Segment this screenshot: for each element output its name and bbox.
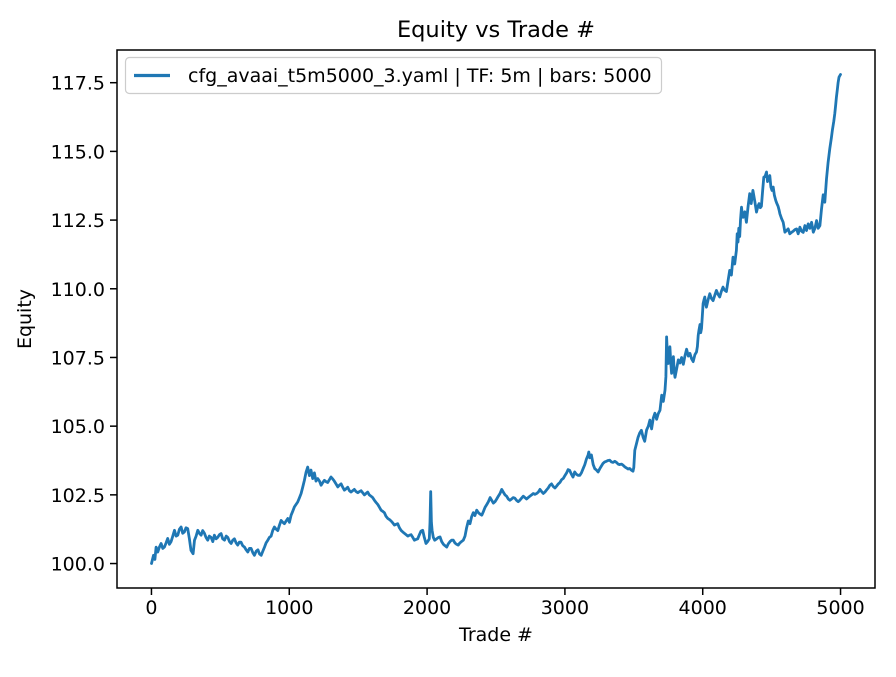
legend-label: cfg_avaai_t5m5000_3.yaml | TF: 5m | bars… [188,65,652,87]
plot-area [117,50,875,588]
y-tick-label: 117.5 [51,73,105,95]
y-axis-ticks: 100.0 102.5 105.0 107.5 110.0 112.5 115.0 117.5 [51,73,117,576]
x-axis-ticks: 0 1000 2000 3000 4000 5000 [145,588,865,619]
x-axis-label: Trade # [458,624,533,646]
y-tick-label: 105.0 [51,416,105,438]
y-tick-label: 110.0 [51,279,105,301]
y-tick-label: 115.0 [51,141,105,163]
axes-frame [116,49,876,589]
y-tick-label: 107.5 [51,347,105,369]
chart-title: Equity vs Trade # [397,17,595,43]
x-tick-label: 0 [145,597,157,619]
equity-curve [150,73,842,565]
legend: cfg_avaai_t5m5000_3.yaml | TF: 5m | bars… [124,56,663,95]
y-tick-label: 102.5 [51,485,105,507]
y-tick-label: 100.0 [51,554,105,576]
y-axis-label: Equity [14,289,36,349]
legend-frame [124,56,663,95]
x-tick-label: 5000 [816,597,864,619]
y-tick-label: 112.5 [51,210,105,232]
x-tick-label: 3000 [541,597,589,619]
x-tick-label: 2000 [403,597,451,619]
x-tick-label: 4000 [679,597,727,619]
x-tick-label: 1000 [265,597,313,619]
